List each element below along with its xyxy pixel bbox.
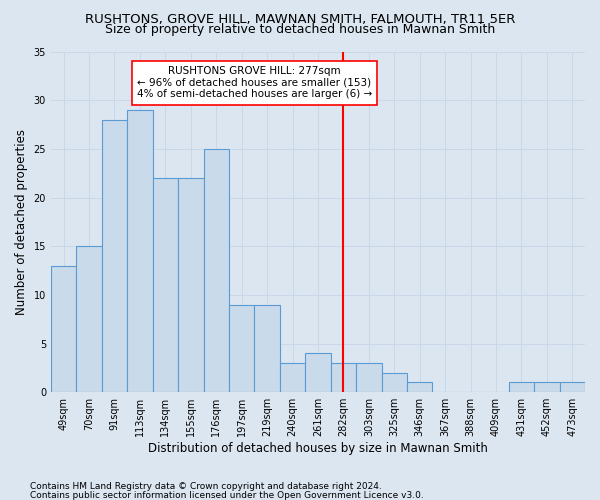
Bar — [254, 304, 280, 392]
Text: Size of property relative to detached houses in Mawnan Smith: Size of property relative to detached ho… — [105, 22, 495, 36]
Text: Contains HM Land Registry data © Crown copyright and database right 2024.: Contains HM Land Registry data © Crown c… — [30, 482, 382, 491]
Bar — [560, 382, 585, 392]
Bar — [331, 363, 356, 392]
Bar — [127, 110, 152, 392]
Bar — [229, 304, 254, 392]
Text: RUSHTONS GROVE HILL: 277sqm
← 96% of detached houses are smaller (153)
4% of sem: RUSHTONS GROVE HILL: 277sqm ← 96% of det… — [137, 66, 372, 100]
Bar — [76, 246, 102, 392]
Text: RUSHTONS, GROVE HILL, MAWNAN SMITH, FALMOUTH, TR11 5ER: RUSHTONS, GROVE HILL, MAWNAN SMITH, FALM… — [85, 12, 515, 26]
Bar — [509, 382, 534, 392]
Bar — [203, 149, 229, 392]
X-axis label: Distribution of detached houses by size in Mawnan Smith: Distribution of detached houses by size … — [148, 442, 488, 455]
Y-axis label: Number of detached properties: Number of detached properties — [15, 129, 28, 315]
Bar — [102, 120, 127, 392]
Bar — [152, 178, 178, 392]
Text: Contains public sector information licensed under the Open Government Licence v3: Contains public sector information licen… — [30, 490, 424, 500]
Bar — [356, 363, 382, 392]
Bar — [178, 178, 203, 392]
Bar — [305, 354, 331, 392]
Bar — [382, 372, 407, 392]
Bar — [51, 266, 76, 392]
Bar — [534, 382, 560, 392]
Bar — [280, 363, 305, 392]
Bar — [407, 382, 433, 392]
